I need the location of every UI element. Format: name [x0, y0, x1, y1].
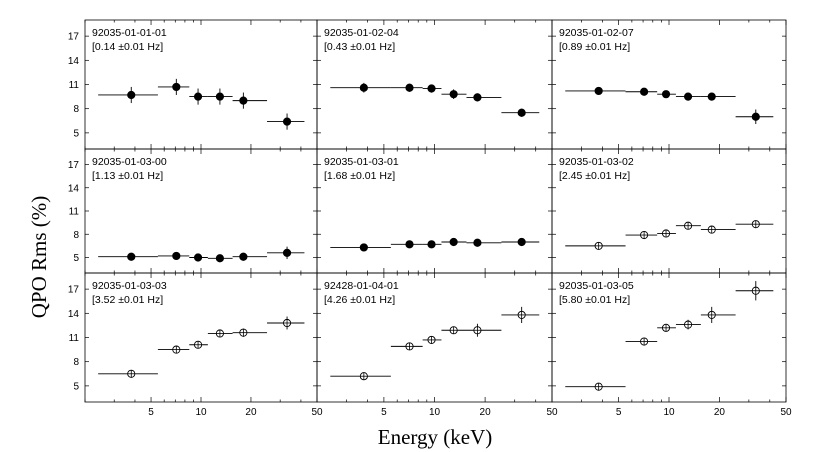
data-point-filled	[282, 117, 292, 126]
y-axis-title: QPO Rms (%)	[27, 196, 51, 319]
y-tick-label: 14	[68, 183, 80, 194]
data-point-filled	[449, 237, 458, 247]
panel-frequency-label: [4.26 ±0.01 Hz]	[324, 294, 395, 306]
panel-frame	[551, 19, 787, 150]
data-point-filled	[661, 90, 671, 99]
panel-obsid-label: 92035-01-03-01	[324, 156, 399, 168]
x-tick-labels: 5 10 20 50 5 10 20 50 5 10 20 50	[148, 407, 792, 418]
data-point-filled	[405, 83, 414, 92]
panel: 92035-01-03-01 [1.68 ±0.01 Hz]	[316, 148, 553, 274]
data-point-filled	[239, 252, 248, 261]
panel-frequency-label: [3.52 ±0.01 Hz]	[92, 294, 163, 306]
x-tick-label: 10	[663, 407, 675, 418]
panel-frequency-label: [2.45 ±0.01 Hz]	[559, 170, 630, 182]
y-tick-label: 17	[68, 32, 80, 43]
x-tick-label: 20	[480, 407, 492, 418]
x-tick-label: 10	[429, 407, 441, 418]
panel-frame	[84, 272, 318, 403]
y-tick-label: 5	[73, 253, 79, 264]
panel: 5 8 11 14 17 92035-01-03-00 [1.13 ±0.01 Hz]	[68, 148, 318, 274]
panel-frequency-label: [5.80 ±0.01 Hz]	[559, 294, 630, 306]
data-point-filled	[594, 86, 603, 96]
panel-obsid-label: 92035-01-01-01	[92, 27, 167, 39]
data-point-filled	[127, 252, 136, 261]
data-point-filled	[282, 248, 292, 257]
data-point-filled	[427, 84, 436, 93]
data-point-filled	[517, 237, 526, 247]
data-point-filled	[640, 87, 649, 96]
x-tick-label: 20	[714, 407, 726, 418]
panel-frequency-label: [0.43 ±0.01 Hz]	[324, 41, 395, 53]
data-point-filled	[473, 238, 482, 247]
y-tick-label: 17	[68, 285, 80, 296]
data-point-filled	[427, 240, 436, 249]
x-tick-label: 5	[381, 407, 387, 418]
panel: 5 8 11 14 17 92035-01-03-03 [3.52 ±0.01 Hz]	[68, 272, 318, 403]
y-tick-label: 8	[73, 230, 79, 241]
data-point-filled	[193, 253, 203, 262]
data-point-filled	[127, 90, 136, 100]
panel-obsid-label: 92035-01-03-02	[559, 156, 634, 168]
panel-frequency-label: [0.89 ±0.01 Hz]	[559, 41, 630, 53]
data-point-filled	[359, 83, 368, 92]
y-tick-label: 5	[73, 128, 79, 139]
data-point-filled	[751, 112, 760, 121]
panel: 5 8 11 14 17 92035-01-01-01 [0.14 ±0.01 Hz]	[68, 19, 318, 150]
y-tick-label: 11	[69, 333, 80, 344]
data-point-filled	[473, 93, 482, 102]
panel-obsid-label: 92035-01-02-04	[324, 27, 399, 39]
x-tick-label: 20	[245, 407, 257, 418]
x-tick-label: 10	[195, 407, 207, 418]
data-point-filled	[172, 82, 181, 92]
panel-obsid-label: 92035-01-03-00	[92, 156, 167, 168]
y-tick-label: 17	[68, 160, 80, 171]
panel-grid: 5 8 11 14 17 92035-01-01-01 [0.14 ±0.01 Hz] 920…	[68, 19, 787, 403]
x-tick-label: 50	[546, 407, 558, 418]
data-point-filled	[449, 90, 458, 99]
x-tick-label: 50	[311, 407, 323, 418]
x-tick-label: 50	[780, 407, 792, 418]
panel-frequency-label: [1.68 ±0.01 Hz]	[324, 170, 395, 182]
panel-obsid-label: 92035-01-03-03	[92, 280, 167, 292]
y-tick-label: 11	[69, 80, 80, 91]
panel-frequency-label: [1.13 ±0.01 Hz]	[92, 170, 163, 182]
y-tick-label: 8	[73, 104, 79, 115]
data-point-filled	[683, 92, 693, 101]
x-axis-title: Energy (keV)	[378, 425, 493, 449]
x-tick-label: 5	[616, 407, 622, 418]
y-tick-label: 14	[68, 56, 80, 67]
data-point-filled	[215, 254, 225, 263]
y-tick-label: 5	[73, 381, 79, 392]
data-point-filled	[517, 108, 526, 117]
panel: 92035-01-02-07 [0.89 ±0.01 Hz]	[551, 19, 787, 150]
x-tick-label: 5	[148, 407, 154, 418]
data-point-filled	[239, 96, 248, 105]
data-point-filled	[405, 240, 414, 249]
data-point-filled	[215, 92, 225, 101]
data-point-filled	[359, 243, 368, 252]
panel: 92035-01-03-02 [2.45 ±0.01 Hz]	[551, 148, 787, 274]
y-tick-label: 14	[68, 309, 80, 320]
panel-frequency-label: [0.14 ±0.01 Hz]	[92, 41, 163, 53]
panel-frame	[551, 272, 787, 403]
panel-obsid-label: 92428-01-04-01	[324, 280, 399, 292]
panel-obsid-label: 92035-01-03-05	[559, 280, 634, 292]
data-point-filled	[193, 92, 203, 101]
data-point-filled	[707, 92, 716, 101]
panel-frame	[84, 19, 318, 150]
panel: 92035-01-03-05 [5.80 ±0.01 Hz]	[551, 272, 787, 403]
panel-obsid-label: 92035-01-02-07	[559, 27, 634, 39]
y-tick-label: 11	[69, 207, 80, 218]
panel: 92035-01-02-04 [0.43 ±0.01 Hz]	[316, 19, 553, 150]
panel: 92428-01-04-01 [4.26 ±0.01 Hz]	[316, 272, 553, 403]
data-point-filled	[172, 251, 181, 261]
y-tick-label: 8	[73, 357, 79, 368]
panel-frame	[316, 19, 553, 150]
